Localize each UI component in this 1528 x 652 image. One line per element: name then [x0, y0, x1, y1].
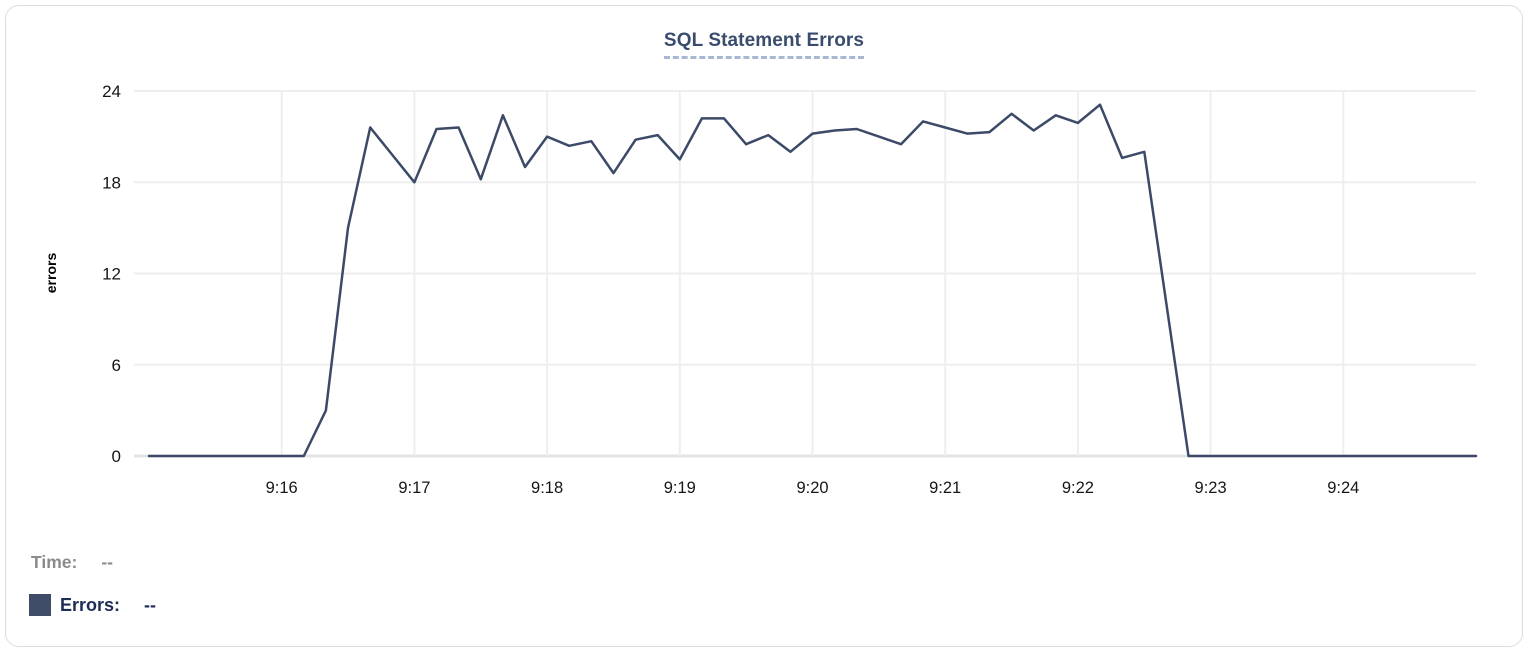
y-axis-title: errors	[43, 253, 59, 294]
errors-series-line	[147, 103, 1478, 458]
errors-series-swatch	[29, 594, 51, 616]
chart-header: SQL Statement Errors	[6, 30, 1522, 59]
x-tick-label: 9:18	[531, 479, 563, 497]
errors-line-chart[interactable]: 0 6 12 18 24 9:16 9:17 9:18 9:19 9:20 9:21 9:22 9:23…	[6, 6, 1528, 521]
x-tick-label: 9:17	[398, 479, 430, 497]
legend-time-label: Time:	[31, 552, 78, 572]
x-tick-label: 9:22	[1062, 479, 1094, 497]
legend-errors-value: --	[144, 594, 157, 615]
y-tick-label: 18	[102, 173, 121, 192]
x-tick-label: 9:23	[1195, 479, 1227, 497]
x-tick-label: 9:20	[796, 479, 828, 497]
legend-item-errors[interactable]: Errors: --	[29, 594, 156, 616]
x-tick-label: 9:19	[664, 479, 696, 497]
chart-title[interactable]: SQL Statement Errors	[663, 30, 865, 59]
y-tick-label: 12	[102, 265, 121, 284]
legend-item-time: Time: --	[31, 552, 113, 573]
y-tick-label: 24	[102, 82, 121, 101]
legend-time-value: --	[101, 552, 114, 572]
y-tick-label: 6	[112, 356, 121, 375]
x-tick-label: 9:21	[929, 479, 961, 497]
x-tick-label: 9:24	[1327, 479, 1359, 497]
chart-card: SQL Statement Errors 0 6 12 18 24 9:16 9:17 9:1…	[5, 5, 1523, 647]
y-tick-label: 0	[112, 447, 121, 466]
x-tick-label: 9:16	[266, 479, 298, 497]
legend-errors-label: Errors:	[60, 594, 121, 615]
